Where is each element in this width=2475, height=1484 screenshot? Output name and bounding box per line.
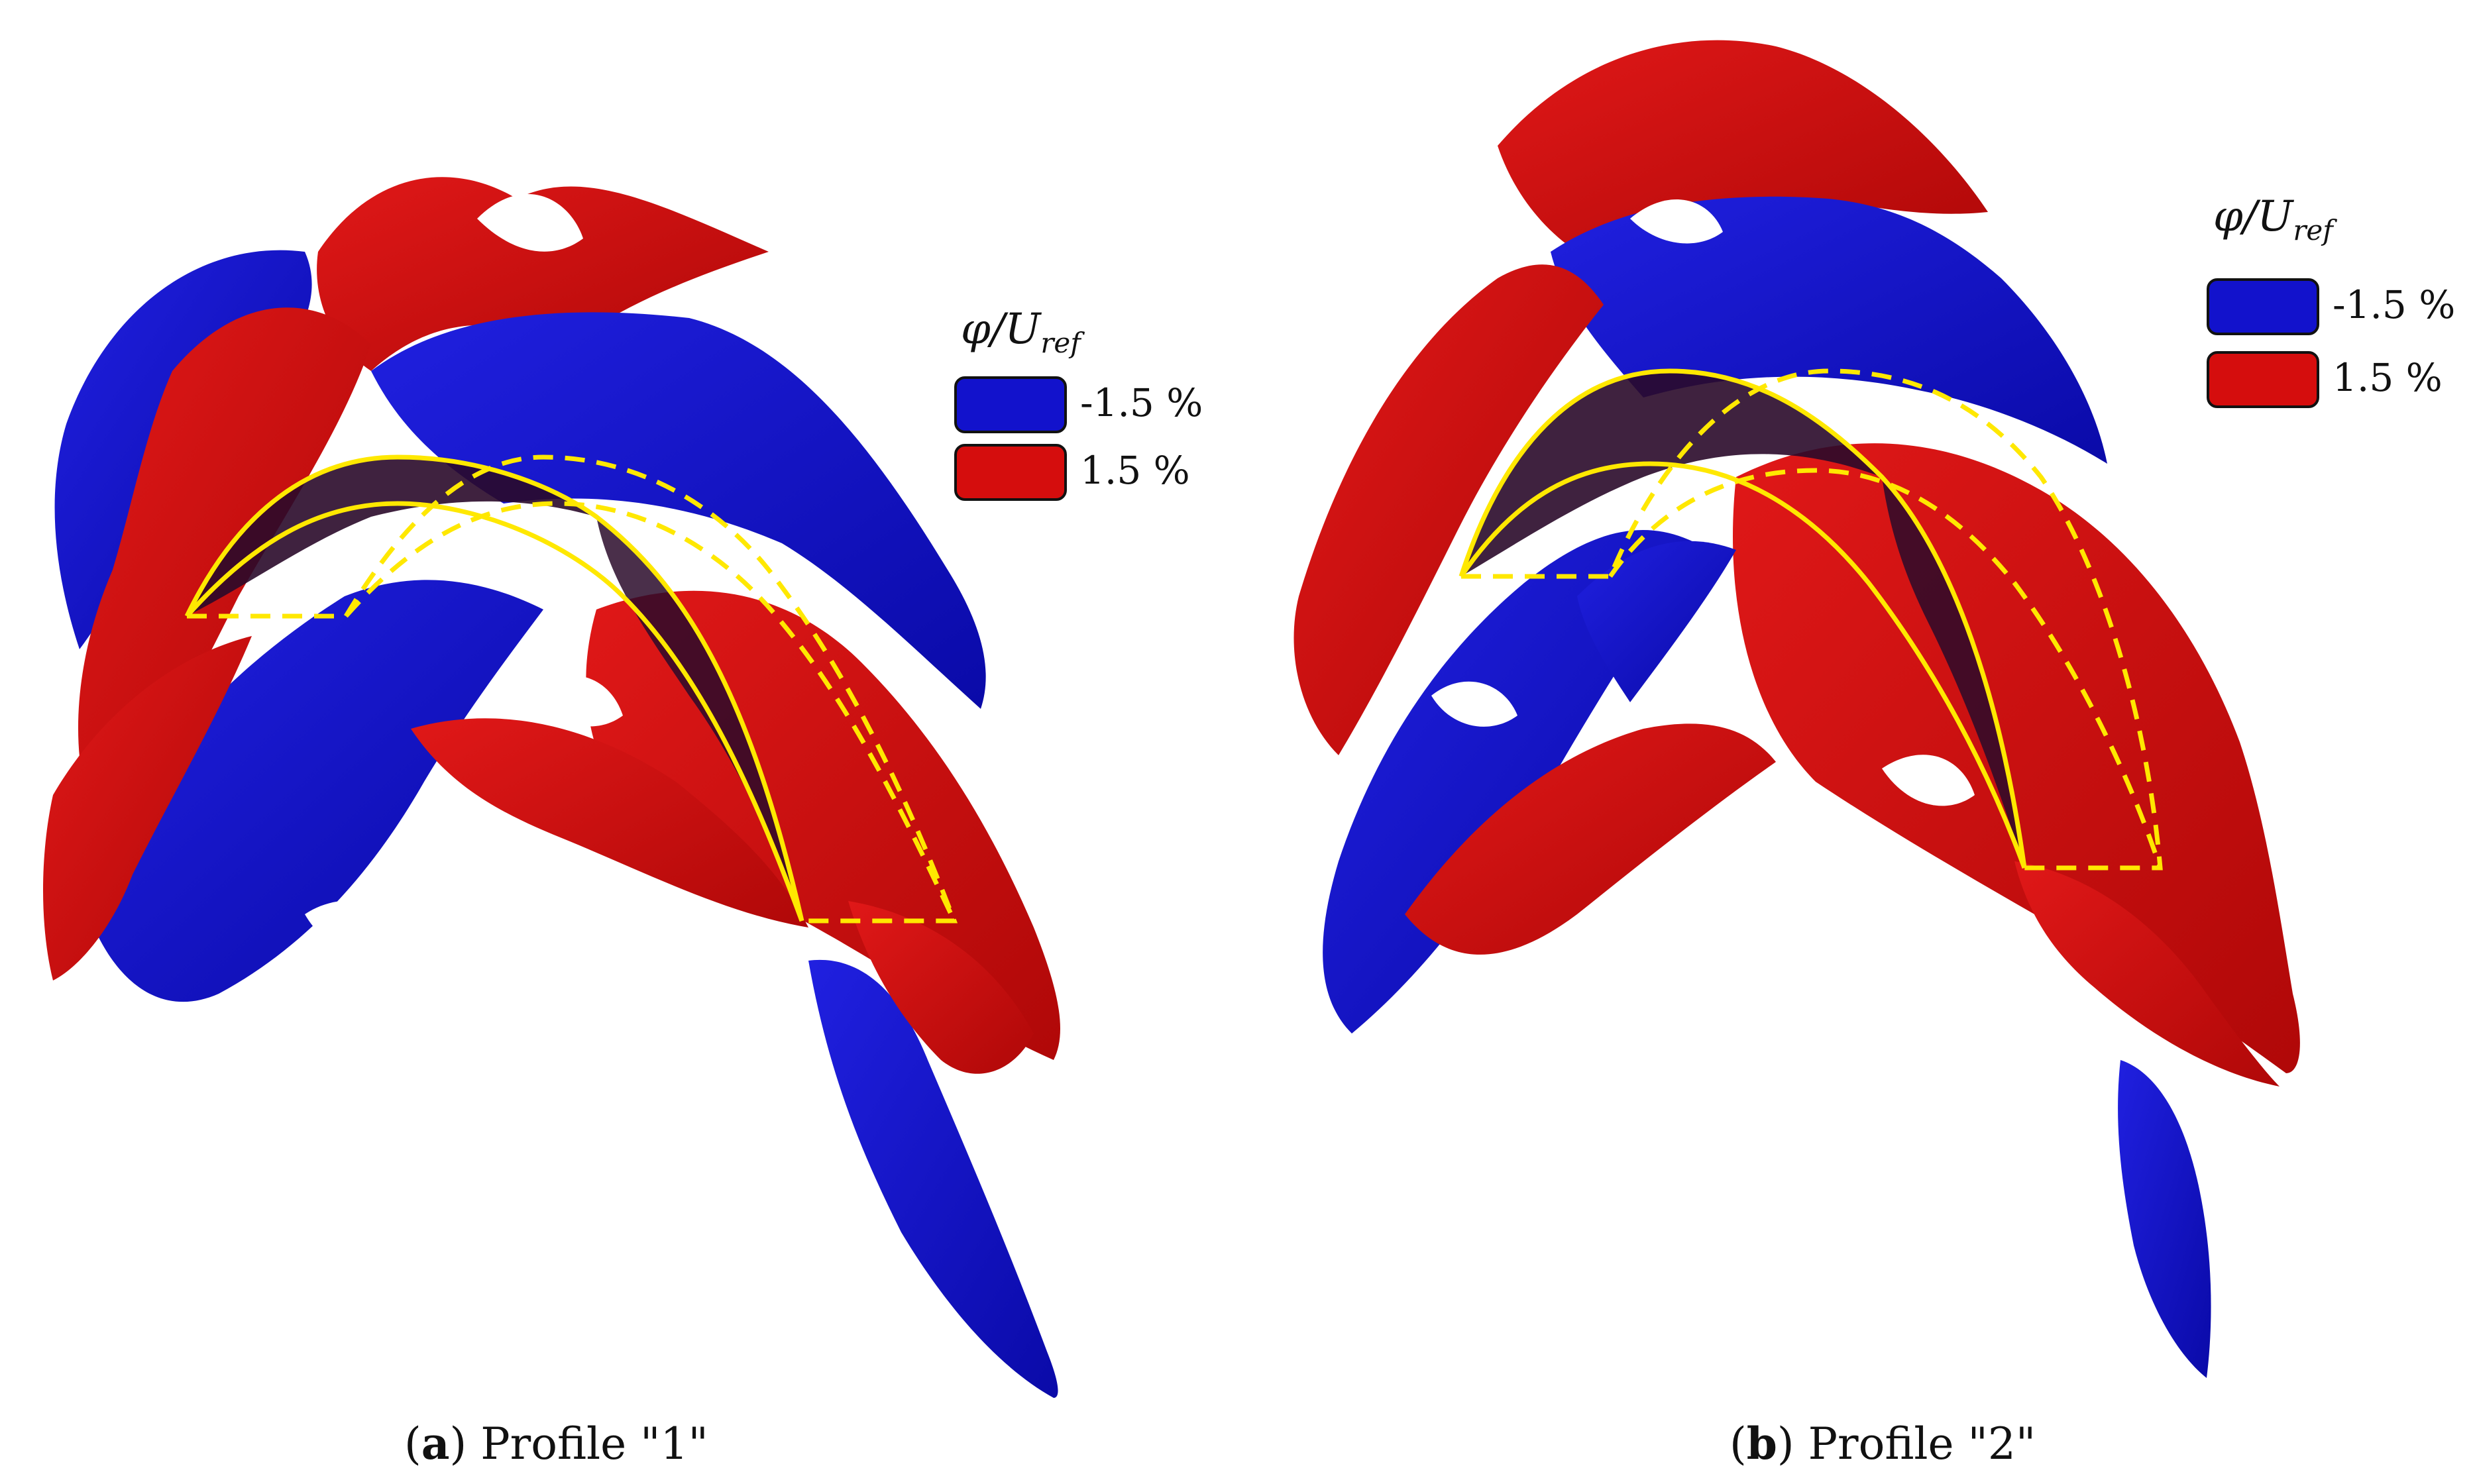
negative-isosurface: [371, 312, 986, 709]
void-region: [530, 675, 623, 727]
caption-letter: a: [421, 1418, 450, 1469]
blade-outline-solid: [184, 454, 804, 922]
positive-isosurface: [1293, 264, 1604, 755]
positive-isosurface: [43, 636, 252, 980]
legend-title: φ/Uref: [961, 305, 1081, 359]
negative-isosurface: [1551, 196, 2107, 464]
legend-label-positive: 1.5 %: [1080, 448, 1190, 493]
legend-title-symbol: φ/U: [961, 305, 1041, 354]
positive-isosurface: [317, 177, 769, 371]
negative-isosurface: [808, 959, 1058, 1398]
blade-outline-solid: [185, 501, 804, 922]
legend-label-negative: -1.5 %: [2333, 282, 2456, 327]
blade-outline-dashed: [344, 501, 957, 922]
blade-surface: [596, 517, 802, 921]
negative-isosurface: [2118, 1060, 2211, 1378]
void-region: [305, 900, 424, 957]
caption-a: (a) Profile "1": [404, 1418, 708, 1469]
blade-surface: [1461, 371, 1882, 576]
blade-outline-solid: [1459, 461, 2027, 869]
negative-isosurface: [80, 580, 543, 1002]
legend-title-subscript: ref: [2293, 213, 2333, 246]
negative-isosurface: [1577, 541, 1736, 702]
legend-title-subscript: ref: [1040, 326, 1081, 359]
legend-swatch-positive: [2207, 351, 2319, 408]
void-region: [1630, 199, 1723, 244]
legend-a: φ/Uref -1.5 % 1.5 %: [954, 305, 1233, 530]
legend-swatch-negative: [954, 376, 1067, 433]
blade-outline-solid: [1458, 368, 2027, 869]
blade-outline-dashed: [187, 454, 958, 924]
legend-b: φ/Uref -1.5 % 1.5 %: [2207, 192, 2472, 417]
positive-isosurface: [2014, 861, 2280, 1086]
blade-outline-dashed: [1608, 468, 2163, 869]
caption-b: (b) Profile "2": [1730, 1418, 2036, 1469]
legend-label-negative: -1.5 %: [1080, 380, 1203, 425]
blade-outline-dashed: [1461, 368, 2163, 871]
legend-swatch-negative: [2207, 278, 2319, 335]
caption-text: Profile "2": [1794, 1418, 2036, 1469]
legend-label-positive: 1.5 %: [2333, 355, 2443, 400]
caption-letter: b: [1746, 1418, 1777, 1469]
positive-isosurface: [848, 901, 1034, 1074]
void-region: [1431, 681, 1517, 727]
legend-swatch-positive: [954, 444, 1067, 501]
figure-panel-b: φ/Uref -1.5 % 1.5 % (b) Profile "2": [1233, 0, 2475, 1484]
figure-panel-a: φ/Uref -1.5 % 1.5 % (a) Profile "1": [0, 0, 1233, 1484]
isosurface-visualization-a: [43, 177, 1060, 1398]
blade-surface: [1882, 477, 2024, 868]
caption-text: Profile "1": [467, 1418, 708, 1469]
legend-title-symbol: φ/U: [2213, 192, 2293, 241]
void-region: [1882, 755, 1975, 806]
void-region: [477, 193, 583, 252]
blade-surface: [187, 457, 596, 616]
isosurface-visualization-b: [1293, 40, 2300, 1378]
positive-isosurface: [1733, 443, 2300, 1073]
legend-title: φ/Uref: [2213, 192, 2333, 246]
positive-isosurface: [411, 718, 808, 928]
positive-isosurface: [1405, 723, 1776, 955]
positive-isosurface: [1498, 40, 1988, 252]
